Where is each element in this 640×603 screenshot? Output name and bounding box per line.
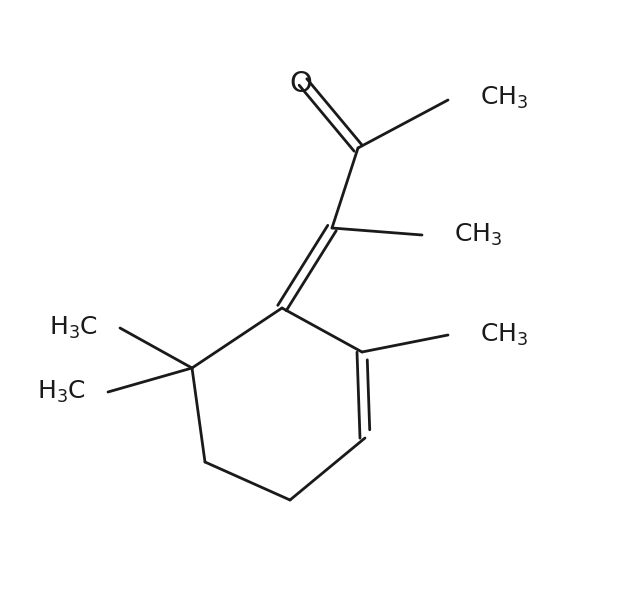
Text: CH$_3$: CH$_3$ [454,222,502,248]
Text: CH$_3$: CH$_3$ [480,85,528,111]
Text: H$_3$C: H$_3$C [49,315,98,341]
Text: CH$_3$: CH$_3$ [480,322,528,348]
Text: O: O [289,70,312,98]
Text: H$_3$C: H$_3$C [37,379,86,405]
